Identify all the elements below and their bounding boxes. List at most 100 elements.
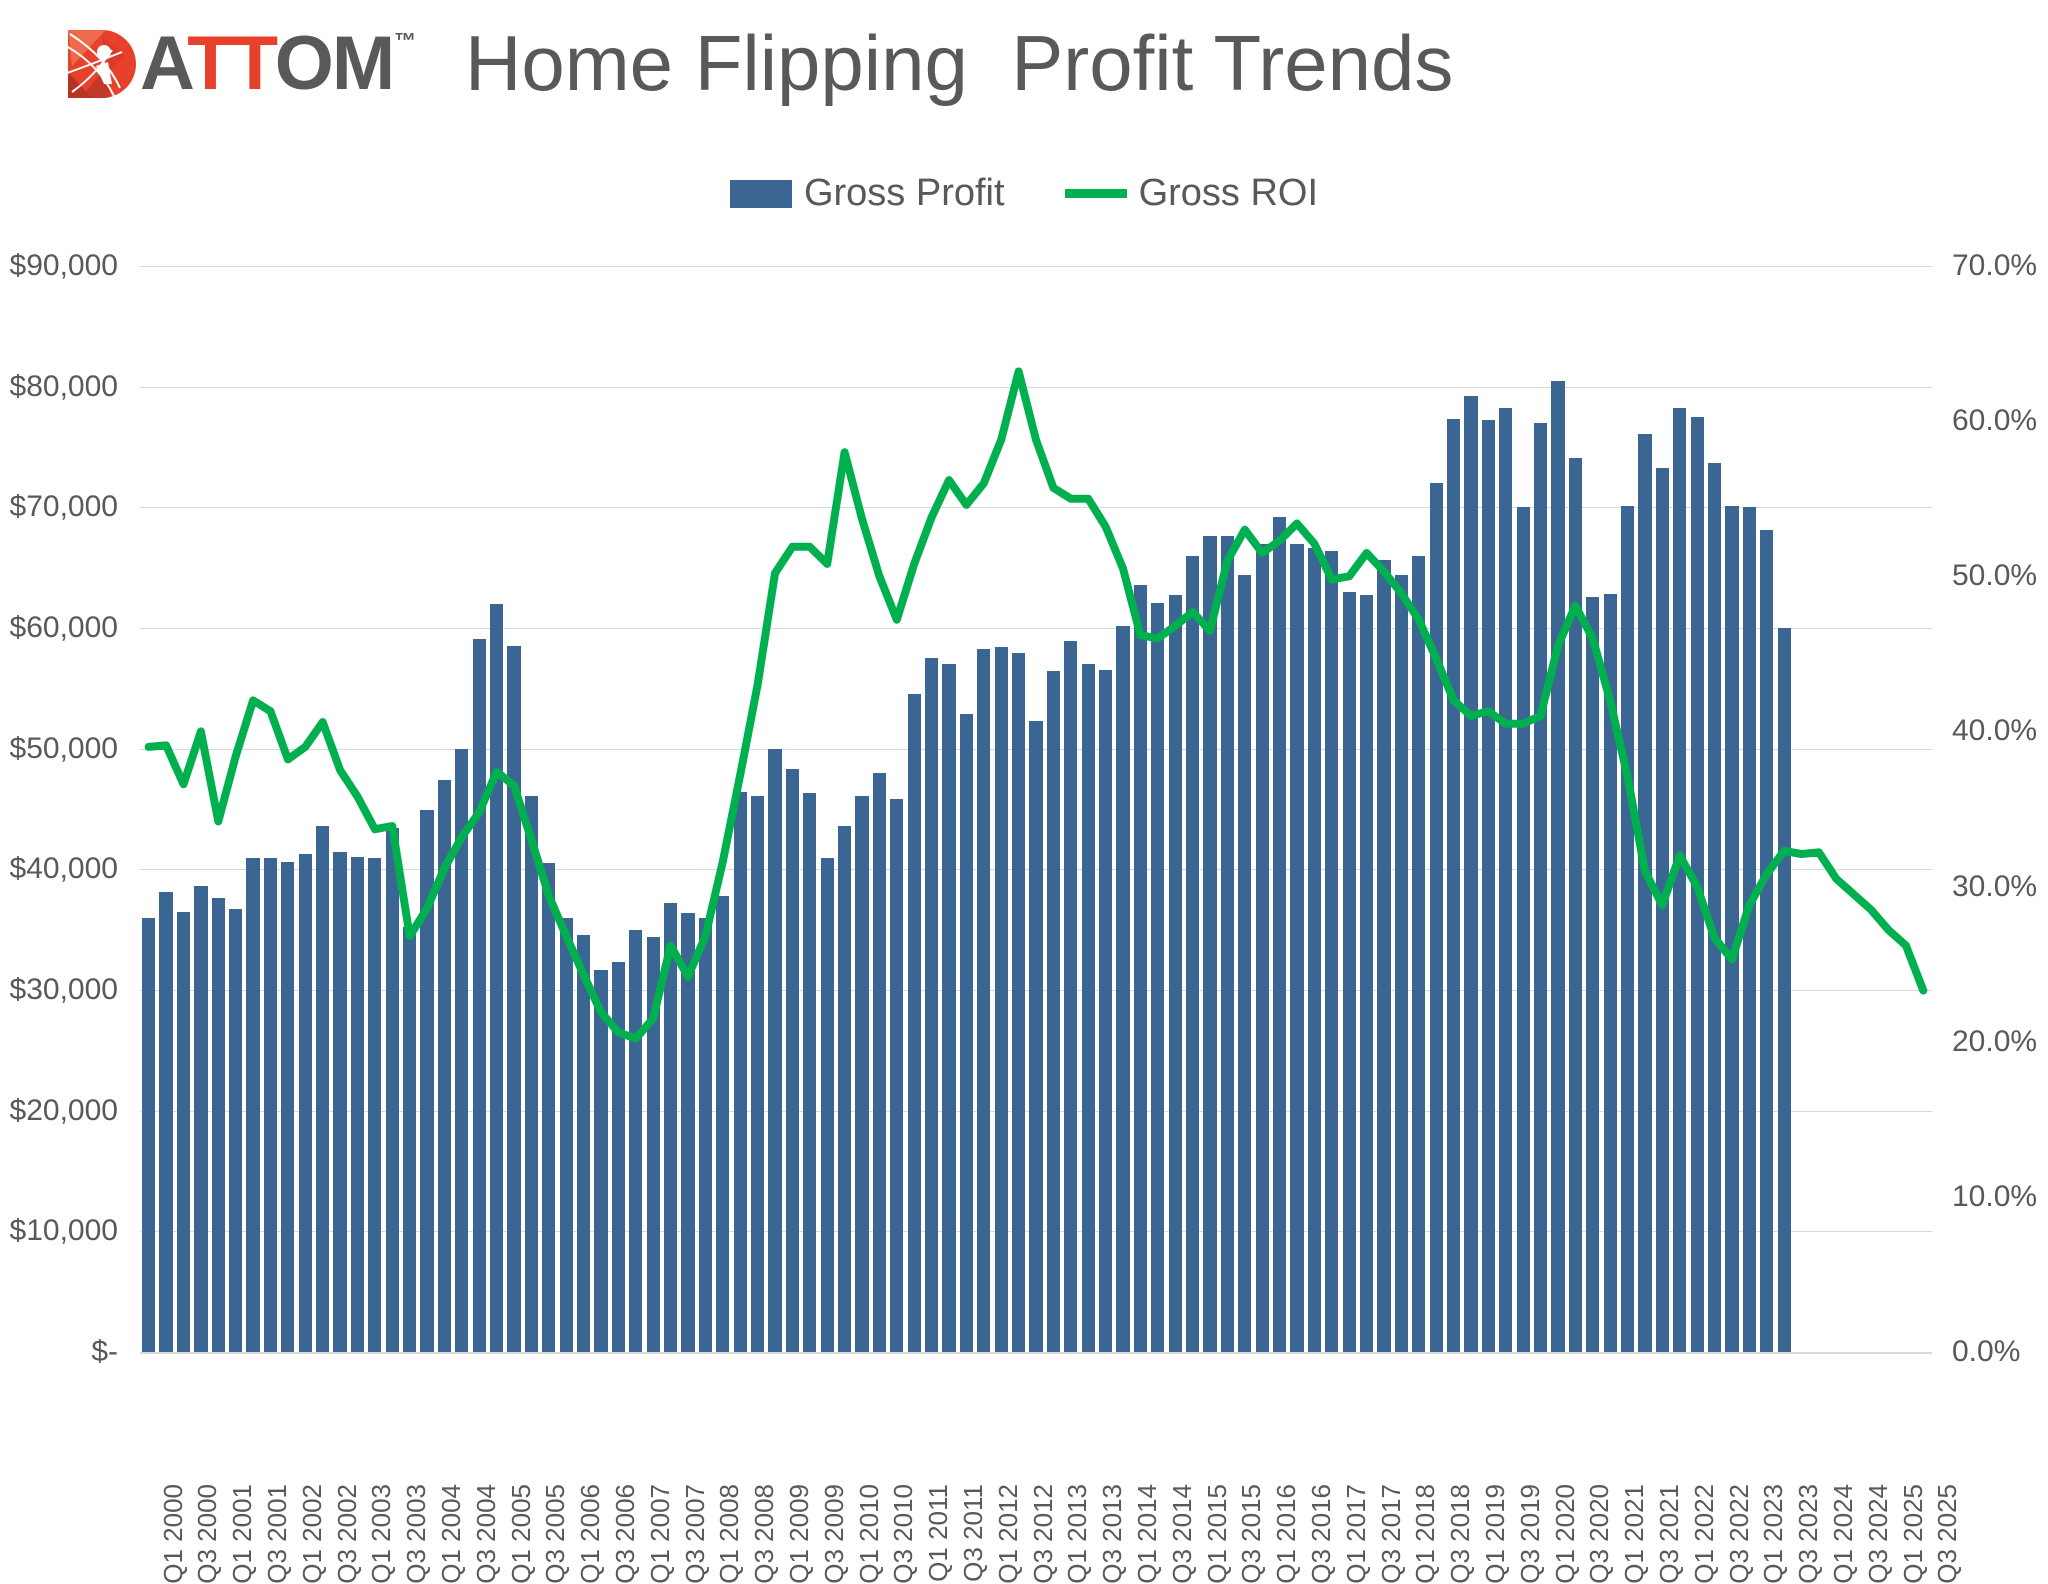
bar xyxy=(1359,595,1374,1352)
x-axis-tick: Q3 2016 xyxy=(1305,1484,1336,1584)
bar xyxy=(403,927,417,1352)
bar xyxy=(211,898,225,1352)
bar xyxy=(194,886,208,1352)
gridline xyxy=(140,507,1932,509)
bar xyxy=(611,962,626,1352)
x-axis-tick: Q3 2009 xyxy=(818,1484,849,1584)
bar xyxy=(455,748,469,1352)
y-axis-left-tick: $70,000 xyxy=(9,490,118,524)
x-axis-tick: Q1 2017 xyxy=(1340,1484,1371,1584)
bar xyxy=(1325,550,1339,1352)
attom-logo-wordmark: ATTOM xyxy=(140,26,395,102)
x-axis-tick: Q1 2008 xyxy=(714,1484,745,1584)
x-axis-tick: Q3 2008 xyxy=(749,1484,780,1584)
bar xyxy=(1725,506,1739,1352)
y-axis-left-tick: $40,000 xyxy=(9,852,118,886)
bar xyxy=(1446,419,1461,1352)
x-axis-tick: Q1 2018 xyxy=(1410,1484,1441,1584)
y-axis-right-tick: 70.0% xyxy=(1952,249,2038,282)
bar xyxy=(855,795,869,1352)
x-axis-tick: Q3 2010 xyxy=(888,1484,919,1584)
y-axis-left-tick: $10,000 xyxy=(9,1214,118,1248)
y-axis-right-tick: 0.0% xyxy=(1952,1335,2021,1368)
x-axis-tick: Q1 2010 xyxy=(853,1484,884,1584)
x-axis-tick: Q1 2005 xyxy=(505,1484,536,1584)
bar xyxy=(437,780,452,1352)
page-title: Home Flipping Profit Trends xyxy=(465,19,1454,107)
gridline xyxy=(140,628,1932,629)
bar xyxy=(1238,574,1252,1352)
x-axis-tick: Q3 2012 xyxy=(1027,1484,1058,1584)
x-axis-tick: Q1 2006 xyxy=(575,1484,606,1584)
x-axis-tick: Q3 2000 xyxy=(192,1484,223,1584)
bar xyxy=(1586,596,1600,1352)
chart-header: ATTOM ™ Home Flipping Profit Trends xyxy=(0,0,2048,150)
bar xyxy=(838,825,852,1352)
x-axis-tick: Q3 2017 xyxy=(1375,1484,1406,1584)
bar xyxy=(524,795,539,1352)
bar xyxy=(316,825,330,1352)
x-axis-tick: Q3 2011 xyxy=(958,1484,988,1582)
x-axis-tick: Q3 2022 xyxy=(1723,1484,1754,1584)
bar xyxy=(559,917,573,1352)
bar xyxy=(542,863,556,1352)
x-axis-tick: Q3 2021 xyxy=(1653,1484,1684,1584)
y-axis-left-tick: $60,000 xyxy=(9,611,118,644)
bar xyxy=(1133,584,1147,1352)
bar xyxy=(490,603,504,1352)
x-axis-line xyxy=(140,1352,1932,1354)
legend-item-gross-profit[interactable]: Gross Profit xyxy=(729,172,1005,215)
y-axis-right-tick: 40.0% xyxy=(1952,714,2038,748)
bar xyxy=(1064,641,1078,1352)
bar xyxy=(1777,628,1791,1352)
x-axis-tick: Q1 2021 xyxy=(1619,1484,1650,1584)
bar xyxy=(1603,594,1617,1352)
y-axis-right-tick: 60.0% xyxy=(1952,404,2038,438)
attom-logo-mark-icon xyxy=(62,26,138,102)
bar xyxy=(785,769,800,1352)
bar xyxy=(1029,720,1043,1352)
x-axis-tick: Q3 2003 xyxy=(401,1484,432,1584)
bar xyxy=(751,795,765,1352)
bar xyxy=(333,852,347,1352)
legend-swatch-bar-icon xyxy=(729,179,792,208)
x-axis-tick: Q1 2020 xyxy=(1549,1484,1580,1584)
x-axis-tick: Q3 2013 xyxy=(1097,1484,1128,1584)
x-axis-tick: Q1 2009 xyxy=(784,1484,815,1584)
legend-label-gross-roi: Gross ROI xyxy=(1138,172,1319,214)
bar xyxy=(1151,602,1165,1352)
y-axis-left-tick: $50,000 xyxy=(9,731,118,765)
bar xyxy=(1011,653,1026,1352)
bar xyxy=(698,917,713,1352)
x-axis-tick-labels: Q1 2000 Q3 2000 Q1 2001 Q3 2001 Q1 2002 Q3 20… xyxy=(140,1358,1963,1584)
bar xyxy=(298,853,312,1352)
bar xyxy=(664,903,678,1352)
bar xyxy=(803,793,817,1352)
bar xyxy=(942,664,956,1352)
bar xyxy=(1377,560,1391,1352)
x-axis-tick: Q1 2025 xyxy=(1897,1484,1928,1584)
bar xyxy=(1290,543,1304,1352)
x-axis-tick: Q1 2000 xyxy=(157,1484,188,1584)
x-axis-tick: Q1 2011 xyxy=(923,1484,954,1582)
trademark-symbol: ™ xyxy=(394,28,417,53)
x-axis-tick: Q3 2019 xyxy=(1514,1484,1545,1584)
x-axis-tick: Q3 2020 xyxy=(1584,1484,1615,1584)
bar xyxy=(176,911,191,1352)
x-axis-tick: Q3 2002 xyxy=(331,1484,362,1584)
bar xyxy=(1464,396,1478,1352)
y-axis-left-tick: $30,000 xyxy=(9,973,118,1006)
bar xyxy=(142,917,156,1352)
y-axis-left-tick: $80,000 xyxy=(9,369,118,403)
bar xyxy=(1272,517,1287,1352)
y-axis-right-tick: 20.0% xyxy=(1952,1024,2038,1058)
bar xyxy=(246,858,260,1352)
bar xyxy=(281,862,295,1352)
x-axis-tick: Q1 2022 xyxy=(1688,1484,1719,1584)
line-series-gross-roi xyxy=(144,367,1928,1043)
bar xyxy=(977,648,991,1352)
legend-item-gross-roi[interactable]: Gross ROI xyxy=(1064,172,1319,215)
x-axis-tick: Q1 2024 xyxy=(1827,1484,1858,1584)
bar xyxy=(1203,536,1217,1352)
y-axis-left-tick: $20,000 xyxy=(9,1093,118,1127)
